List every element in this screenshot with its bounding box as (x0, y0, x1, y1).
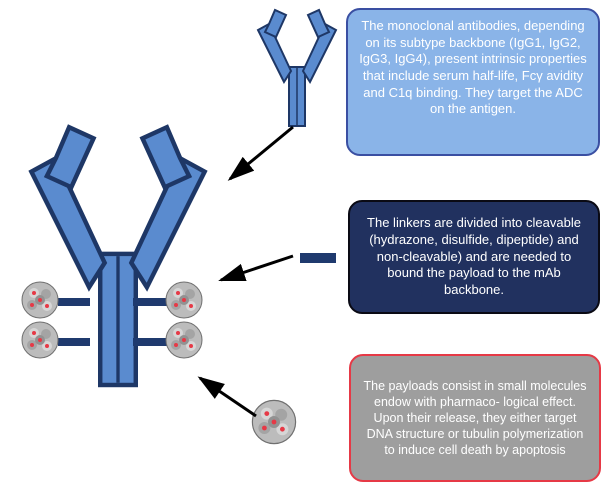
antibody-text-box: The monoclonal antibodies, depending on … (346, 8, 600, 156)
payload-text-box: The payloads consist in small molecules … (349, 354, 601, 482)
diagram-canvas: The monoclonal antibodies, depending on … (0, 0, 614, 504)
linker-text-box: The linkers are divided into cleavable (… (348, 200, 600, 314)
